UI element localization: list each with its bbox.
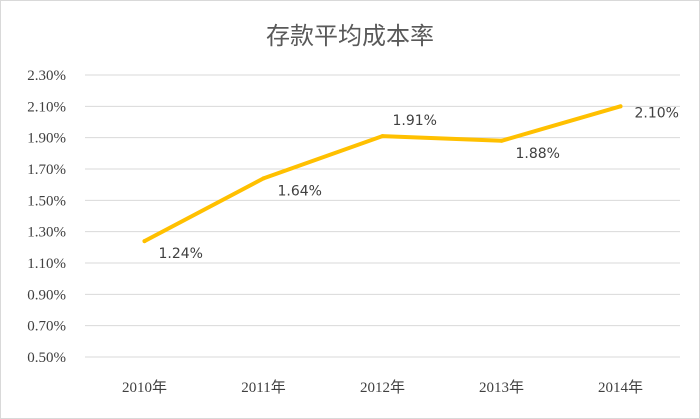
y-axis-ticks: 0.50% 0.70% 0.90% 1.10% 1.30% 1.50% 1.70% 1.90%…: [27, 68, 66, 366]
x-tick-label: 2011年: [241, 379, 285, 396]
y-tick-label: 0.50%: [27, 350, 66, 366]
data-labels: 1.24% 1.64% 1.91% 1.88% 2.10%: [159, 105, 679, 262]
data-point: [618, 104, 623, 109]
gridlines: [85, 74, 680, 358]
x-tick-label: 2010年: [122, 379, 167, 396]
data-point: [261, 176, 266, 181]
series-line-path: [142, 104, 623, 244]
data-point: [380, 134, 385, 139]
y-tick-label: 1.10%: [27, 256, 66, 272]
y-tick-label: 1.70%: [27, 162, 66, 178]
y-tick-label: 1.30%: [27, 225, 66, 241]
y-tick-label: 0.90%: [27, 287, 66, 303]
x-tick-label: 2014年: [598, 379, 643, 396]
data-label: 1.88%: [516, 146, 560, 162]
y-tick-label: 2.30%: [27, 68, 66, 84]
y-tick-label: 2.10%: [27, 99, 66, 115]
data-label: 2.10%: [635, 105, 679, 121]
x-tick-label: 2013年: [479, 379, 524, 396]
data-label: 1.91%: [393, 113, 437, 129]
y-tick-label: 0.70%: [27, 319, 66, 335]
data-point: [142, 239, 147, 244]
y-tick-label: 1.50%: [27, 193, 66, 209]
x-tick-label: 2012年: [360, 379, 405, 396]
chart-title: 存款平均成本率: [266, 22, 434, 50]
x-axis-ticks: 2010年 2011年 2012年 2013年 2014年: [122, 379, 643, 396]
series-line: [142, 104, 623, 244]
data-label: 1.24%: [159, 246, 203, 262]
data-point: [499, 138, 504, 143]
data-label: 1.64%: [278, 183, 322, 199]
y-tick-label: 1.90%: [27, 131, 66, 147]
